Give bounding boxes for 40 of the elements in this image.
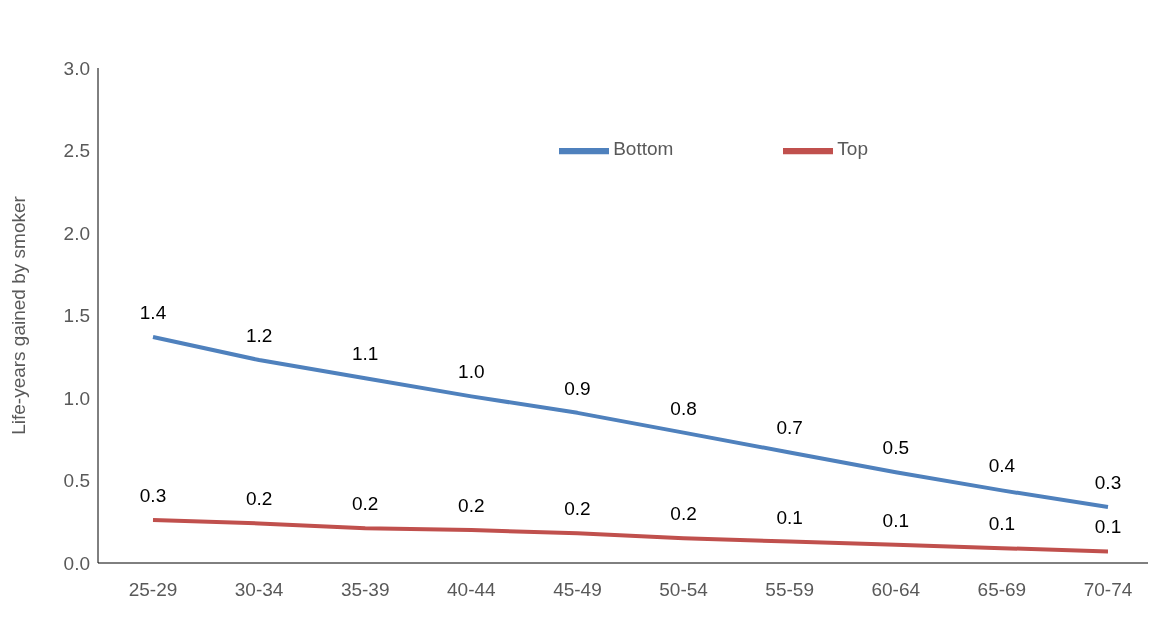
- x-tick-label: 25-29: [128, 579, 178, 601]
- x-tick-label: 65-69: [977, 579, 1027, 601]
- data-label: 0.2: [458, 495, 485, 516]
- y-tick-label: 1.5: [63, 305, 90, 327]
- legend-label: Bottom: [613, 138, 674, 160]
- y-tick-label: 0.0: [63, 552, 90, 574]
- x-tick-label: 40-44: [447, 579, 497, 601]
- data-label: 0.3: [1094, 471, 1122, 493]
- data-label: 0.9: [564, 377, 591, 399]
- data-label: 0.7: [776, 417, 803, 439]
- data-label: 0.2: [245, 488, 273, 510]
- y-tick-label: 2.5: [63, 140, 90, 162]
- data-label: 0.2: [352, 493, 379, 515]
- data-label: 0.3: [139, 485, 167, 507]
- x-tick-label: 60-64: [871, 579, 921, 601]
- data-label: 0.1: [1094, 516, 1122, 538]
- y-tick-label: 3.0: [63, 57, 90, 79]
- data-label: 1.2: [245, 325, 273, 347]
- data-label: 1.4: [139, 301, 167, 323]
- x-tick-label: 30-34: [234, 579, 284, 601]
- data-label: 0.1: [988, 513, 1016, 535]
- data-label: 0.2: [670, 503, 697, 525]
- y-tick-label: 0.5: [63, 470, 90, 492]
- x-tick-label: 45-49: [553, 579, 602, 601]
- x-tick-label: 50-54: [659, 579, 709, 601]
- data-label: 0.1: [776, 506, 803, 528]
- data-label: 0.5: [882, 437, 909, 459]
- legend-label: Top: [837, 138, 868, 160]
- data-label: 0.1: [882, 509, 909, 531]
- y-axis-title: Life-years gained by smoker: [7, 195, 29, 435]
- y-tick-label: 1.0: [63, 387, 90, 409]
- x-tick-label: 35-39: [340, 579, 390, 601]
- data-label: 1.0: [458, 361, 485, 383]
- data-label: 0.8: [670, 397, 697, 419]
- data-label: 1.1: [352, 343, 379, 365]
- data-label: 0.4: [988, 455, 1016, 477]
- x-tick-label: 70-74: [1083, 579, 1133, 601]
- data-label: 0.2: [564, 498, 591, 520]
- x-tick-label: 55-59: [765, 579, 814, 601]
- y-tick-label: 2.0: [63, 222, 90, 244]
